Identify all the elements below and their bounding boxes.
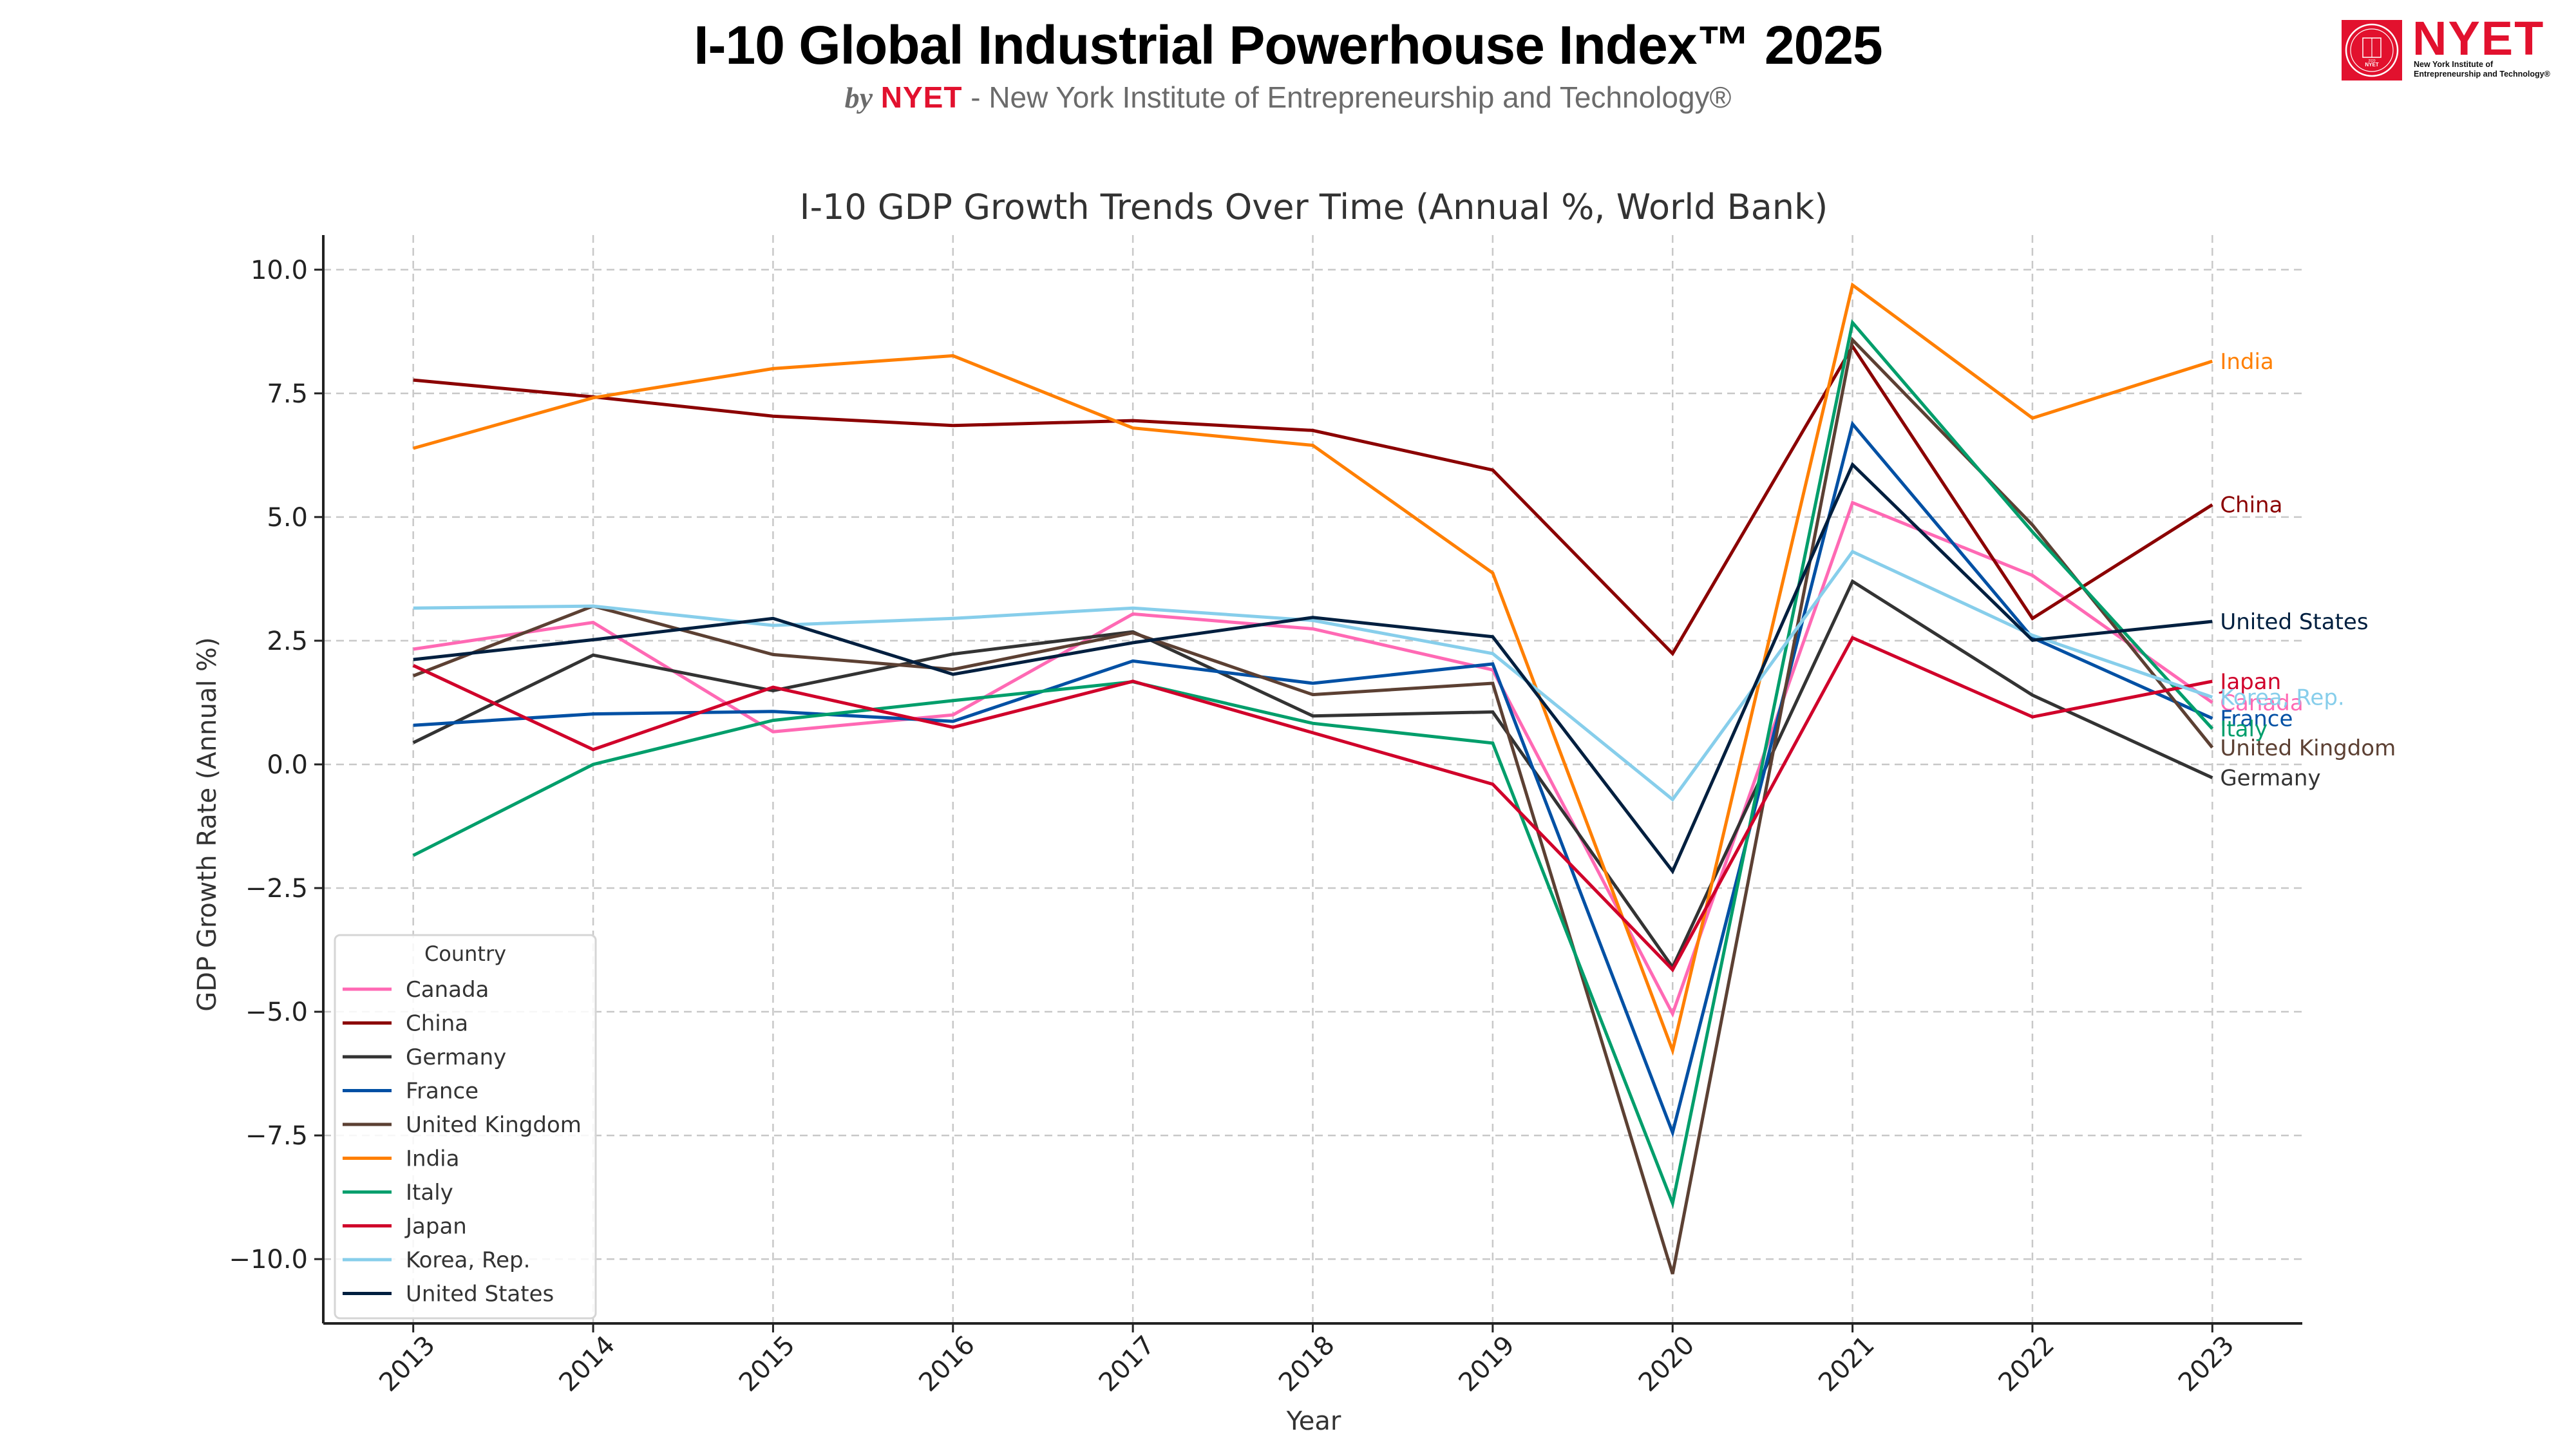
x-tick-label: 2023: [2173, 1331, 2240, 1398]
x-tick-label: 2020: [1633, 1331, 1701, 1398]
series-line-china: [413, 343, 2213, 656]
x-tick-label: 2013: [374, 1331, 441, 1398]
x-tick-label: 2015: [734, 1331, 801, 1398]
series-line-japan: [412, 636, 2213, 972]
seal-text: NYET: [2365, 62, 2378, 68]
series-line-india: [413, 282, 2213, 1056]
legend-item: India: [406, 1146, 459, 1172]
legend-title: Country: [424, 942, 506, 966]
end-label: United Kingdom: [2220, 735, 2396, 761]
x-axis-label: Year: [1286, 1406, 1341, 1436]
end-labels: Canada China Germany France United Kingdom In…: [2219, 349, 2396, 791]
series-lines: [412, 282, 2214, 1274]
y-tick-label: 10.0: [251, 256, 308, 285]
legend-item: Korea, Rep.: [406, 1247, 530, 1273]
legend-item: China: [406, 1011, 468, 1037]
end-label: Japan: [2219, 669, 2281, 695]
subtitle-by: by: [844, 81, 873, 114]
y-tick-label: −7.5: [245, 1121, 308, 1151]
y-tick-label: −5.0: [245, 998, 308, 1027]
end-label: Canada: [2220, 690, 2303, 716]
y-tick-label: −2.5: [245, 874, 308, 904]
page-subtitle: by NYET - New York Institute of Entrepre…: [0, 80, 2576, 115]
legend-item: Italy: [406, 1180, 453, 1206]
legend-item: France: [406, 1079, 478, 1104]
x-tick-label: 2016: [913, 1331, 981, 1398]
series-line-germany: [412, 579, 2213, 971]
subtitle-brand: NYET: [880, 80, 963, 114]
logo-tagline-line2: Entrepreneurship and Technology®: [2414, 70, 2550, 79]
x-tick-label: 2022: [1993, 1331, 2061, 1398]
logo-tagline-line1: New York Institute of: [2414, 60, 2494, 69]
y-tick-label: −10.0: [229, 1245, 308, 1274]
legend-item: Canada: [406, 977, 489, 1003]
y-axis-label: GDP Growth Rate (Annual %): [193, 637, 222, 1012]
x-tick-label: 2017: [1094, 1331, 1161, 1398]
legend: Country Canada China Germany France United Ki…: [334, 934, 597, 1320]
series-line-italy: [412, 319, 2214, 1209]
nyet-logo: NYET 2020 NYET New York Institute of Ent…: [2342, 15, 2575, 82]
end-label: China: [2220, 493, 2282, 518]
legend-item: Japan: [404, 1214, 467, 1240]
series-line-canada: [413, 500, 2213, 1018]
series-line-united-states: [413, 462, 2213, 875]
end-label: India: [2220, 349, 2273, 375]
seal-icon: NYET 2020: [2342, 20, 2402, 80]
legend-box: [334, 934, 597, 1320]
logo-wordmark: NYET: [2412, 12, 2545, 65]
end-label: Germany: [2220, 766, 2320, 791]
logo-tagline: New York Institute of Entrepreneurship a…: [2414, 60, 2575, 79]
subtitle-institute: - New York Institute of Entrepreneurship…: [962, 80, 1732, 114]
end-label: Italy: [2220, 717, 2268, 743]
series-line-united-kingdom: [412, 336, 2214, 1274]
y-tick-label: 5.0: [267, 503, 308, 533]
series-line-france: [413, 421, 2213, 1138]
x-tick-label: 2018: [1273, 1331, 1341, 1398]
x-tick-label: 2019: [1453, 1331, 1520, 1398]
legend-item: Germany: [406, 1045, 506, 1070]
end-label: Korea, Rep.: [2220, 685, 2344, 710]
y-tick-label: 7.5: [267, 379, 308, 409]
chart-title: I-10 GDP Growth Trends Over Time (Annual…: [800, 187, 1828, 227]
y-tick-label: 0.0: [267, 750, 308, 780]
end-label: United States: [2220, 609, 2368, 635]
end-label: France: [2220, 706, 2293, 732]
grid-lines: [323, 235, 2302, 1323]
series-line-korea-rep: [413, 549, 2213, 802]
legend-item: United States: [406, 1282, 554, 1307]
seal-year: 2020: [2368, 59, 2375, 63]
y-tick-label: 2.5: [267, 627, 308, 656]
legend-item: United Kingdom: [406, 1112, 582, 1138]
x-tick-label: 2021: [1813, 1331, 1880, 1398]
page-title: I-10 Global Industrial Powerhouse Index™…: [694, 15, 1883, 75]
x-tick-label: 2014: [554, 1331, 621, 1398]
